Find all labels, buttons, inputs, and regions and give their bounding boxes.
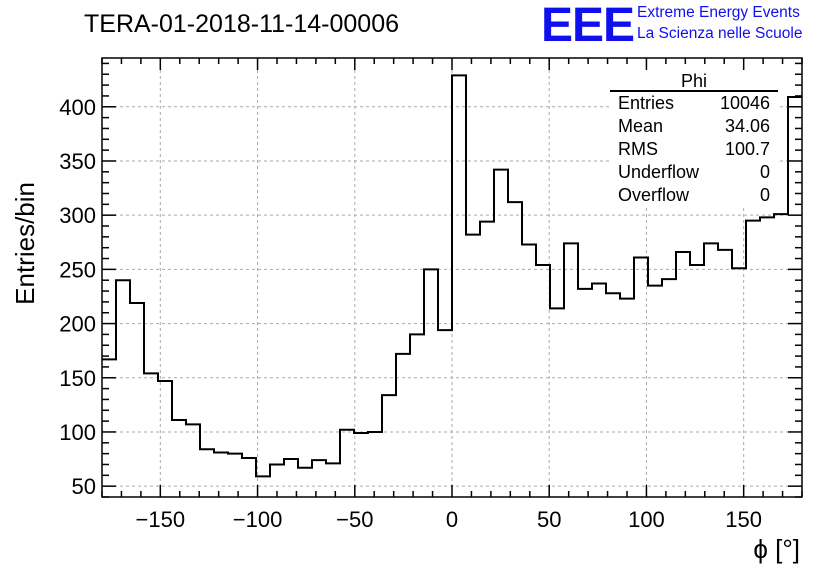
x-tick-label: 150 (725, 507, 762, 532)
stats-value: 0 (759, 185, 770, 205)
stats-label: Underflow (618, 162, 700, 182)
y-tick-label: 50 (72, 474, 96, 499)
x-tick-label: −100 (233, 507, 283, 532)
logo-line-2: La Scienza nelle Scuole (637, 25, 803, 42)
stats-value: 34.06 (724, 116, 770, 136)
stats-row-mean: Mean 34.06 (610, 115, 778, 138)
stats-row-rms: RMS 100.7 (610, 138, 778, 161)
y-tick-label: 400 (59, 95, 96, 120)
x-tick-label: 0 (446, 507, 458, 532)
stats-label: RMS (618, 139, 658, 159)
tick-labels: −150 −100 −50 0 50 100 150 50 100 150 200 250 300 350… (59, 95, 762, 532)
stats-label: Overflow (618, 185, 690, 205)
x-axis-label: ϕ [°] (753, 534, 800, 564)
stats-value: 0 (759, 162, 770, 182)
y-axis-label: Entries/bin (10, 182, 40, 305)
y-tick-label: 100 (59, 420, 96, 445)
stats-label: Entries (618, 93, 675, 113)
stats-row-entries: Entries 10046 (610, 92, 778, 115)
y-tick-label: 150 (59, 366, 96, 391)
y-tick-label: 250 (59, 257, 96, 282)
x-tick-label: 50 (537, 507, 561, 532)
stats-box: Phi Entries 10046 Mean 34.06 RMS 100.7 U… (610, 70, 778, 207)
stats-value: 10046 (719, 93, 770, 113)
stats-name: Phi (610, 70, 778, 92)
logo-line-1: Extreme Energy Events (637, 4, 800, 21)
x-tick-label: −50 (336, 507, 373, 532)
axis-ticks (101, 58, 803, 498)
y-tick-label: 350 (59, 149, 96, 174)
stats-row-overflow: Overflow 0 (610, 184, 778, 207)
x-tick-label: −150 (136, 507, 186, 532)
chart-title: TERA-01-2018-11-14-00006 (84, 10, 400, 38)
y-tick-label: 300 (59, 203, 96, 228)
stats-label: Mean (618, 116, 664, 136)
x-tick-label: 100 (628, 507, 665, 532)
histogram-outline (102, 74, 802, 478)
stats-value: 100.7 (724, 139, 770, 159)
y-tick-label: 200 (59, 312, 96, 337)
eee-logo: EEE (541, 0, 635, 52)
stats-row-underflow: Underflow 0 (610, 161, 778, 184)
